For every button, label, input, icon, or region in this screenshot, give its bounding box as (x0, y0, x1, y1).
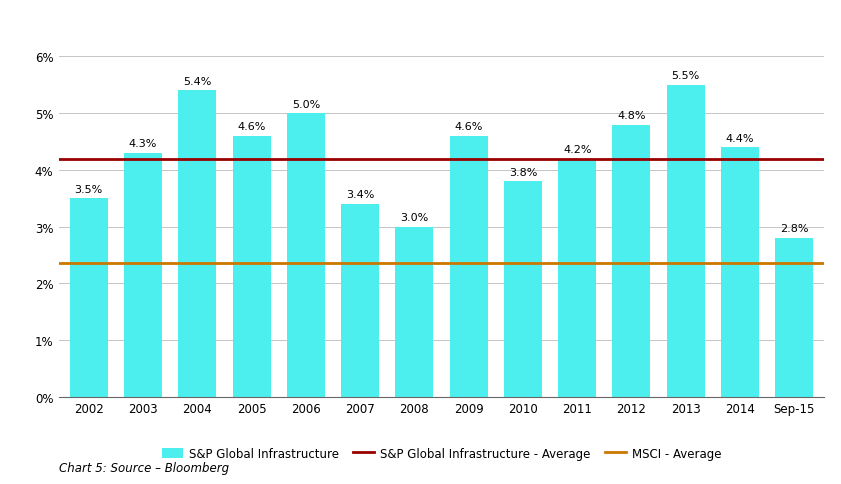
Text: 4.3%: 4.3% (129, 139, 157, 149)
Bar (233, 136, 271, 397)
Bar (124, 153, 162, 397)
Legend: S&P Global Infrastructure, S&P Global Infrastructure - Average, MSCI - Average: S&P Global Infrastructure, S&P Global In… (161, 447, 722, 460)
Bar (395, 227, 433, 397)
Text: 5.4%: 5.4% (183, 77, 211, 87)
Bar (721, 148, 759, 397)
Bar (178, 91, 216, 397)
Text: 3.0%: 3.0% (400, 212, 429, 223)
Text: 4.6%: 4.6% (454, 122, 483, 132)
Text: 2.8%: 2.8% (780, 224, 808, 234)
Text: 4.2%: 4.2% (563, 145, 591, 155)
Text: 5.5%: 5.5% (672, 71, 700, 81)
Bar (341, 204, 379, 397)
Text: 4.6%: 4.6% (237, 122, 266, 132)
Bar (775, 239, 813, 397)
Bar (70, 199, 108, 397)
Bar (287, 114, 325, 397)
Text: 5.0%: 5.0% (292, 99, 320, 109)
Text: 3.8%: 3.8% (509, 167, 537, 177)
Bar (450, 136, 488, 397)
Text: 3.4%: 3.4% (346, 190, 374, 200)
Bar (558, 159, 596, 397)
Bar (504, 182, 542, 397)
Text: 4.8%: 4.8% (617, 111, 646, 121)
Bar (667, 86, 705, 397)
Bar (612, 125, 650, 397)
Text: 3.5%: 3.5% (75, 184, 103, 194)
Text: Chart 5: Source – Bloomberg: Chart 5: Source – Bloomberg (59, 461, 229, 474)
Text: 4.4%: 4.4% (726, 134, 754, 143)
